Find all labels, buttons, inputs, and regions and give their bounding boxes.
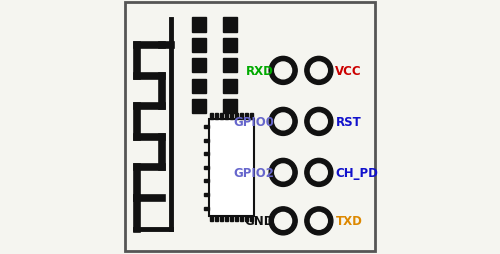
Bar bbox=[204, 193, 209, 196]
Bar bbox=[225, 216, 228, 221]
Circle shape bbox=[310, 213, 328, 229]
Text: RXD: RXD bbox=[246, 65, 274, 77]
Circle shape bbox=[274, 114, 291, 130]
Bar bbox=[220, 114, 223, 119]
Bar bbox=[192, 79, 206, 93]
Circle shape bbox=[310, 164, 328, 181]
Bar bbox=[250, 114, 253, 119]
Bar bbox=[225, 114, 228, 119]
Bar bbox=[222, 39, 236, 53]
Bar bbox=[204, 153, 209, 156]
Bar bbox=[215, 114, 218, 119]
Bar bbox=[192, 59, 206, 73]
Circle shape bbox=[310, 114, 328, 130]
Circle shape bbox=[269, 57, 297, 85]
Bar bbox=[222, 79, 236, 93]
Bar bbox=[235, 216, 238, 221]
Circle shape bbox=[269, 207, 297, 235]
Bar bbox=[222, 59, 236, 73]
Bar bbox=[222, 100, 236, 114]
Bar bbox=[192, 100, 206, 114]
Bar bbox=[215, 216, 218, 221]
Circle shape bbox=[305, 207, 333, 235]
Circle shape bbox=[274, 164, 291, 181]
Text: RST: RST bbox=[336, 116, 361, 128]
Circle shape bbox=[305, 108, 333, 136]
Bar bbox=[250, 216, 253, 221]
Bar bbox=[230, 114, 233, 119]
Text: CH_PD: CH_PD bbox=[336, 166, 378, 179]
Circle shape bbox=[310, 63, 328, 80]
Bar bbox=[220, 216, 223, 221]
Circle shape bbox=[274, 63, 291, 80]
Bar bbox=[245, 114, 248, 119]
Bar bbox=[204, 125, 209, 129]
Text: TXD: TXD bbox=[336, 215, 362, 227]
Bar bbox=[204, 207, 209, 210]
Bar bbox=[222, 19, 236, 32]
Circle shape bbox=[269, 159, 297, 187]
Bar bbox=[240, 216, 243, 221]
Text: VCC: VCC bbox=[336, 65, 362, 77]
Text: GPIO0: GPIO0 bbox=[234, 116, 274, 128]
Bar bbox=[209, 119, 254, 216]
Bar bbox=[235, 114, 238, 119]
Text: GND: GND bbox=[244, 215, 274, 227]
Bar bbox=[192, 39, 206, 53]
Circle shape bbox=[269, 108, 297, 136]
Circle shape bbox=[305, 57, 333, 85]
Bar bbox=[245, 216, 248, 221]
Bar bbox=[204, 166, 209, 169]
Bar bbox=[230, 216, 233, 221]
Bar bbox=[210, 216, 214, 221]
Bar bbox=[204, 180, 209, 183]
Bar bbox=[240, 114, 243, 119]
Circle shape bbox=[274, 213, 291, 229]
Bar bbox=[192, 19, 206, 32]
Bar bbox=[210, 114, 214, 119]
Circle shape bbox=[305, 159, 333, 187]
Bar bbox=[204, 139, 209, 142]
Text: GPIO2: GPIO2 bbox=[234, 166, 274, 179]
